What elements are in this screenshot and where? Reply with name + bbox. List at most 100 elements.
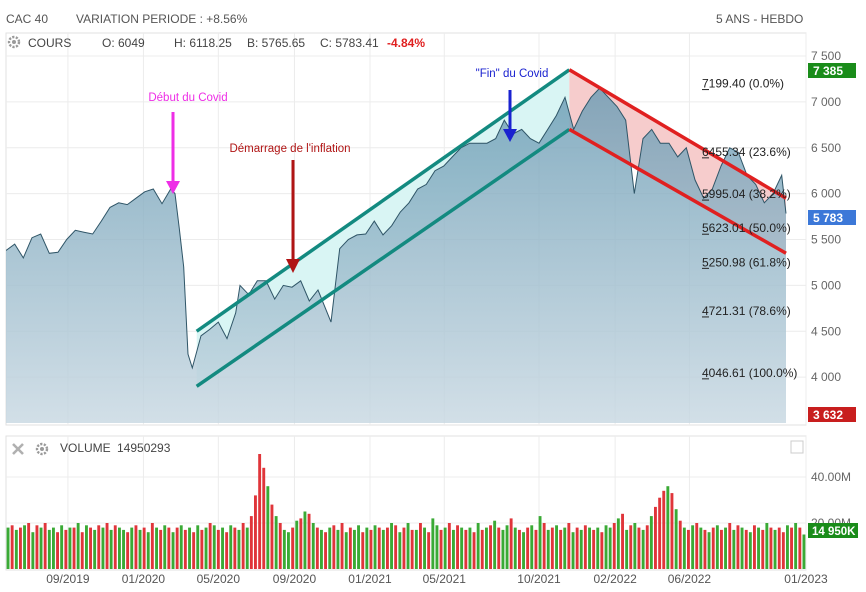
volume-bar bbox=[373, 525, 377, 569]
volume-bar bbox=[303, 511, 307, 569]
volume-bar bbox=[509, 518, 513, 569]
x-tick-label: 09/2019 bbox=[46, 572, 90, 586]
volume-bar bbox=[464, 529, 468, 569]
volume-bar bbox=[122, 529, 125, 569]
volume-bar bbox=[233, 527, 237, 569]
volume-bar bbox=[419, 523, 422, 569]
volume-bar bbox=[245, 527, 249, 569]
volume-bar bbox=[56, 532, 59, 569]
volume-bar bbox=[307, 513, 311, 569]
svg-text:7 385: 7 385 bbox=[813, 64, 843, 78]
svg-text:5 783: 5 783 bbox=[813, 211, 843, 225]
y-tick-label: 7 500 bbox=[811, 49, 841, 63]
volume-bar bbox=[14, 529, 18, 569]
volume-bar bbox=[109, 529, 113, 569]
volume-bar bbox=[567, 523, 571, 569]
fibonacci-level-label: 6455.34 (23.6%) bbox=[702, 145, 791, 159]
volume-bar bbox=[406, 523, 410, 569]
volume-panel-checkbox[interactable] bbox=[790, 440, 804, 454]
gear-icon[interactable] bbox=[7, 35, 21, 49]
volume-bar bbox=[513, 527, 517, 569]
volume-bar bbox=[427, 532, 431, 569]
volume-bar bbox=[208, 523, 212, 569]
volume-bar bbox=[47, 529, 51, 569]
volume-bar bbox=[60, 525, 64, 569]
fibonacci-level-label: 5995.04 (38.2%) bbox=[702, 187, 791, 201]
volume-label: VOLUME bbox=[60, 441, 111, 455]
volume-bar bbox=[113, 525, 117, 569]
volume-bar bbox=[563, 527, 567, 569]
price-panel-header: COURS O: 6049 H: 6118.25 B: 5765.65 C: 5… bbox=[7, 35, 425, 50]
volume-bar bbox=[291, 527, 295, 569]
volume-bar bbox=[621, 513, 624, 569]
volume-bar bbox=[266, 486, 270, 569]
covid-end-arrow-icon bbox=[503, 129, 517, 142]
volume-bar bbox=[101, 527, 105, 569]
volume-bar bbox=[221, 527, 224, 569]
volume-bar bbox=[637, 527, 641, 569]
falling-channel-upper-line[interactable] bbox=[568, 68, 787, 200]
volume-bar bbox=[625, 529, 629, 569]
high-value: H: 6118.25 bbox=[174, 36, 232, 50]
fibonacci-levels: 7199.40 (0.0%) 6455.34 (23.6%) 5995.04 (38… bbox=[702, 77, 797, 380]
volume-bar bbox=[365, 527, 369, 569]
volume-bar bbox=[262, 467, 266, 569]
volume-bar bbox=[505, 525, 509, 569]
x-tick-label: 10/2021 bbox=[517, 572, 561, 586]
volume-bar bbox=[377, 527, 381, 569]
fibonacci-level-label: 5250.98 (61.8%) bbox=[702, 255, 791, 269]
time-axis: 09/2019 01/2020 05/2020 09/2020 01/2021 05/20… bbox=[46, 572, 828, 586]
volume-bar bbox=[662, 490, 666, 569]
y-tick-label: 4 500 bbox=[811, 324, 841, 338]
header-bar: CAC 40 VARIATION PERIODE : +8.56% 5 ANS … bbox=[0, 0, 866, 36]
volume-bar bbox=[691, 525, 695, 569]
volume-bar bbox=[23, 525, 26, 569]
volume-bar bbox=[171, 532, 175, 569]
volume-bar bbox=[699, 527, 703, 569]
volume-bar bbox=[526, 527, 530, 569]
y-tick-label: 4 000 bbox=[811, 370, 841, 384]
volume-bar bbox=[616, 518, 620, 569]
volume-bar bbox=[212, 525, 216, 569]
volume-bar bbox=[765, 523, 769, 569]
volume-bar bbox=[118, 527, 121, 569]
volume-bar bbox=[142, 527, 146, 569]
volume-bar bbox=[31, 532, 35, 569]
volume-bar bbox=[167, 527, 171, 569]
volume-bar bbox=[748, 532, 752, 569]
volume-bar bbox=[641, 529, 645, 569]
volume-bar bbox=[542, 523, 546, 569]
inflation-start-arrow-icon bbox=[286, 259, 300, 273]
volume-bar bbox=[282, 529, 286, 569]
period-selector[interactable]: 5 ANS - HEBDO bbox=[716, 12, 804, 26]
volume-bar bbox=[270, 504, 274, 569]
x-tick-label: 02/2022 bbox=[593, 572, 637, 586]
volume-bar bbox=[332, 525, 336, 569]
volume-bar bbox=[435, 525, 439, 569]
volume-bar bbox=[344, 532, 348, 569]
rising-channel-lower-line[interactable] bbox=[195, 127, 571, 388]
volume-bar bbox=[666, 486, 670, 569]
last-price-badge: 5 783 bbox=[808, 210, 856, 225]
x-tick-label: 01/2021 bbox=[348, 572, 392, 586]
volume-bar bbox=[608, 527, 612, 569]
volume-bar bbox=[711, 527, 715, 569]
period-variation: VARIATION PERIODE : +8.56% bbox=[76, 12, 248, 26]
volume-bar bbox=[592, 529, 596, 569]
falling-channel-lower-line[interactable] bbox=[568, 127, 787, 255]
covid-start-label: Début du Covid bbox=[148, 92, 227, 104]
x-tick-label: 05/2021 bbox=[423, 572, 467, 586]
volume-bar bbox=[225, 532, 229, 569]
volume-bar bbox=[497, 527, 501, 569]
volume-bar bbox=[390, 523, 393, 569]
bottom-price-badge: 3 632 bbox=[808, 407, 856, 422]
volume-bar bbox=[773, 529, 777, 569]
rising-channel-upper-line[interactable] bbox=[195, 68, 571, 333]
volume-bar bbox=[155, 527, 158, 569]
volume-bar bbox=[394, 525, 398, 569]
close-icon[interactable] bbox=[12, 443, 24, 455]
gear-icon[interactable] bbox=[35, 442, 49, 456]
volume-bar bbox=[320, 529, 323, 569]
volume-bar bbox=[736, 525, 740, 569]
